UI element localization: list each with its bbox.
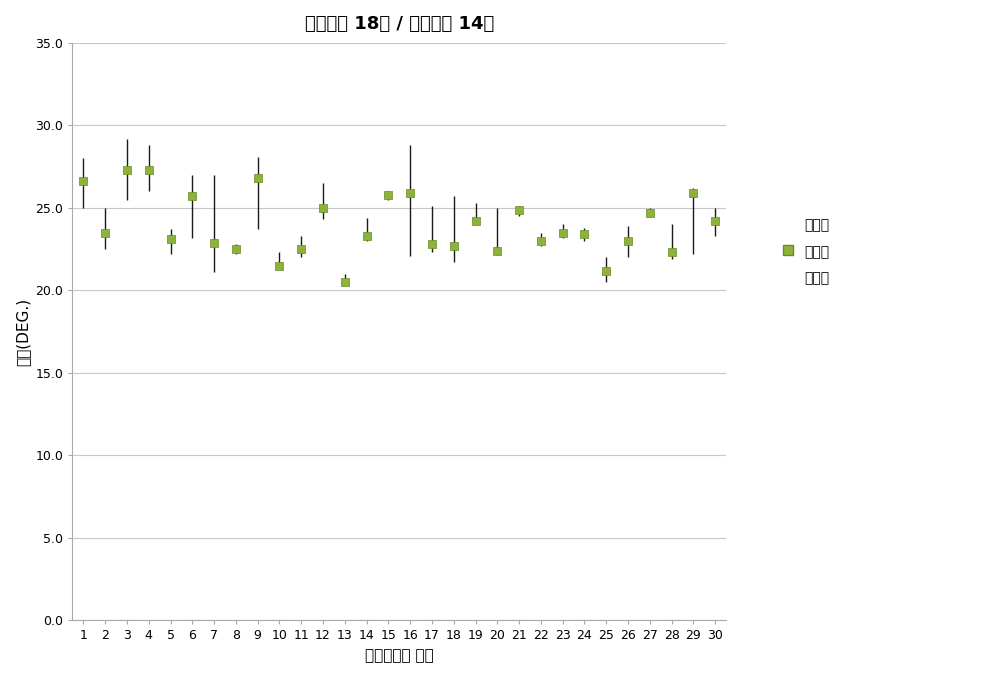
Point — [533, 235, 549, 246]
Point — [293, 243, 310, 254]
Point — [315, 203, 331, 214]
Point — [512, 204, 528, 215]
Point — [445, 241, 461, 252]
Point — [577, 229, 593, 240]
Title: 취출온도 18도 / 출수온도 14도: 취출온도 18도 / 출수온도 14도 — [305, 15, 493, 33]
Point — [249, 173, 265, 184]
Point — [141, 165, 157, 176]
Point — [663, 247, 679, 258]
Legend: 최대값, 평균값, 최소값: 최대값, 평균값, 최소값 — [776, 212, 837, 292]
Point — [489, 245, 506, 256]
Point — [685, 188, 701, 199]
Point — [75, 176, 91, 187]
Point — [271, 260, 287, 271]
Point — [424, 239, 440, 250]
Point — [163, 234, 179, 245]
Point — [467, 216, 483, 226]
Point — [555, 227, 571, 238]
Point — [359, 231, 375, 241]
Point — [97, 227, 114, 238]
Point — [337, 277, 353, 287]
Point — [184, 191, 200, 202]
Point — [402, 188, 418, 199]
Point — [642, 207, 658, 218]
Point — [620, 235, 636, 246]
Y-axis label: 온도(DEG.): 온도(DEG.) — [15, 298, 30, 365]
Point — [206, 237, 222, 248]
Point — [708, 216, 724, 226]
Point — [380, 189, 396, 200]
Point — [598, 265, 614, 276]
X-axis label: 서버인입구 번호: 서버인입구 번호 — [365, 648, 433, 663]
Point — [119, 165, 135, 176]
Point — [228, 243, 244, 254]
